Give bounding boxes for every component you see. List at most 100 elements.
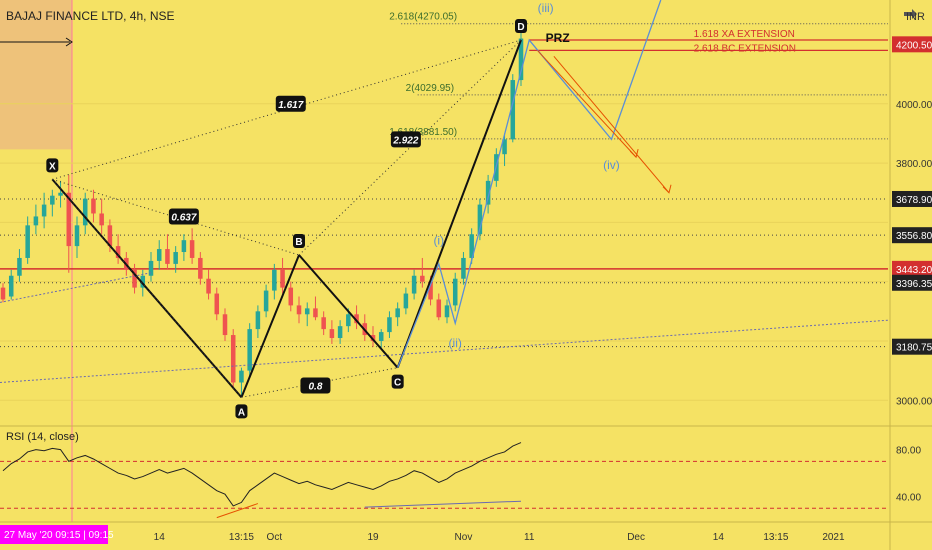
candle-body xyxy=(461,257,466,279)
candle-body xyxy=(239,370,244,383)
candle-body xyxy=(304,308,310,315)
price-tick-label: 3000.00 xyxy=(896,396,932,407)
candle-body xyxy=(107,225,113,247)
current-price-label: 4200.50 xyxy=(896,40,932,51)
candle-body xyxy=(288,287,294,306)
time-tick-label: 19 xyxy=(367,532,379,543)
extension-label: 2.618 BC EXTENSION xyxy=(694,44,796,55)
pattern-leg xyxy=(240,254,300,398)
candle-body xyxy=(165,249,170,264)
time-tick-label: Nov xyxy=(455,532,473,543)
pattern-leg xyxy=(396,39,522,369)
candle-body xyxy=(329,329,335,339)
pattern-point-box xyxy=(391,374,404,389)
rsi-title: RSI (14, close) xyxy=(6,431,79,443)
candle-body xyxy=(313,308,318,318)
candle-body xyxy=(403,293,409,309)
candle-body xyxy=(140,275,146,288)
axis-settings-icon xyxy=(904,9,917,19)
axes: 3000.00 3800.00 4000.00 14 13:15 Oct 19 Nov 11 De… xyxy=(154,9,932,543)
ratio-label: 1.617 xyxy=(278,100,303,111)
candle-body xyxy=(485,180,491,205)
elliott-waves: (i) (ii) (iii) (iv) xyxy=(397,0,672,368)
time-tick-label: Dec xyxy=(627,532,645,543)
projection-arrow xyxy=(553,56,670,194)
candle-body xyxy=(502,139,507,155)
pattern-leg xyxy=(298,254,399,369)
pattern-ratio-line xyxy=(51,179,242,398)
fib-level-label: 2(4029.95) xyxy=(406,83,454,94)
candle-body xyxy=(181,240,187,253)
annotations: PRZ 1.618 XA EXTENSION 2.618 BC EXTENSION xyxy=(546,29,796,55)
pattern-point-label: A xyxy=(238,407,245,418)
candle-body xyxy=(411,275,417,294)
wave-label: (iv) xyxy=(603,158,620,172)
projection-arrow xyxy=(537,50,637,158)
candle-body xyxy=(132,269,137,288)
candle-body xyxy=(452,278,458,306)
price-tag-box xyxy=(892,190,932,207)
ratio-label: 2.922 xyxy=(392,135,418,146)
pattern-point-label: C xyxy=(394,378,401,389)
candle-body xyxy=(255,311,261,330)
chart-title: BAJAJ FINANCE LTD, 4h, NSE xyxy=(6,9,175,23)
fib-level-label: 2.618(4270.05) xyxy=(389,12,457,23)
candle-body xyxy=(148,260,154,276)
pattern-point-box xyxy=(235,404,248,419)
wave-label: (i) xyxy=(433,234,444,248)
time-tick-label: 13:15 xyxy=(763,532,788,543)
extension-label: 1.618 XA EXTENSION xyxy=(694,29,795,40)
prz-label: PRZ xyxy=(546,31,570,45)
candle-body xyxy=(469,234,474,258)
candle-body xyxy=(74,225,80,247)
candle-body xyxy=(41,204,47,217)
price-tag-box xyxy=(892,227,932,244)
candle-body xyxy=(222,314,228,336)
candle-body xyxy=(510,80,516,140)
candle-body xyxy=(50,195,55,205)
time-tick-label: 14 xyxy=(154,532,166,543)
candle-body xyxy=(387,317,392,333)
rsi-tick-label: 80.00 xyxy=(896,446,921,457)
candle-body xyxy=(115,246,121,258)
pattern-point-label: X xyxy=(49,161,56,172)
price-tag-box xyxy=(892,260,932,277)
candle-body xyxy=(395,308,400,318)
price-tag-label: 3556.80 xyxy=(896,231,932,242)
fib-level-label: 1.618(3881.50) xyxy=(389,127,457,138)
ratio-label-box xyxy=(168,208,199,225)
candle-body xyxy=(206,278,211,294)
ratio-label-box xyxy=(300,377,331,394)
price-tag-box xyxy=(892,274,932,291)
highlight-zone xyxy=(0,0,72,150)
ratio-label: 0.8 xyxy=(308,381,322,392)
price-tag-box xyxy=(892,338,932,355)
candle-body xyxy=(8,275,14,297)
candle-body xyxy=(189,240,195,258)
candle-body xyxy=(321,317,326,330)
candle-body xyxy=(33,216,39,226)
candle-body xyxy=(0,287,6,300)
rsi-pane: 40.00 80.00 xyxy=(0,442,921,519)
long-trendline xyxy=(0,319,889,383)
candle-body xyxy=(99,213,104,226)
rsi-trendline xyxy=(364,500,522,508)
wave-projection xyxy=(397,0,662,368)
pattern-point-label: D xyxy=(517,22,524,33)
candle-body xyxy=(346,314,351,327)
ratio-label-box xyxy=(275,95,306,112)
candle-body xyxy=(230,335,236,383)
price-tick-label: 4000.00 xyxy=(896,100,932,111)
candle-body xyxy=(296,305,302,315)
candle-body xyxy=(91,198,96,214)
time-tick-label: Oct xyxy=(267,532,283,543)
time-tick-label: 2021 xyxy=(822,532,845,543)
price-tick-label: 3800.00 xyxy=(896,159,932,170)
ratio-label: 0.637 xyxy=(171,212,196,223)
ratio-label-box xyxy=(390,131,421,148)
candle-body xyxy=(247,329,252,371)
candle-body xyxy=(280,269,285,288)
pattern-point-box xyxy=(515,19,527,34)
